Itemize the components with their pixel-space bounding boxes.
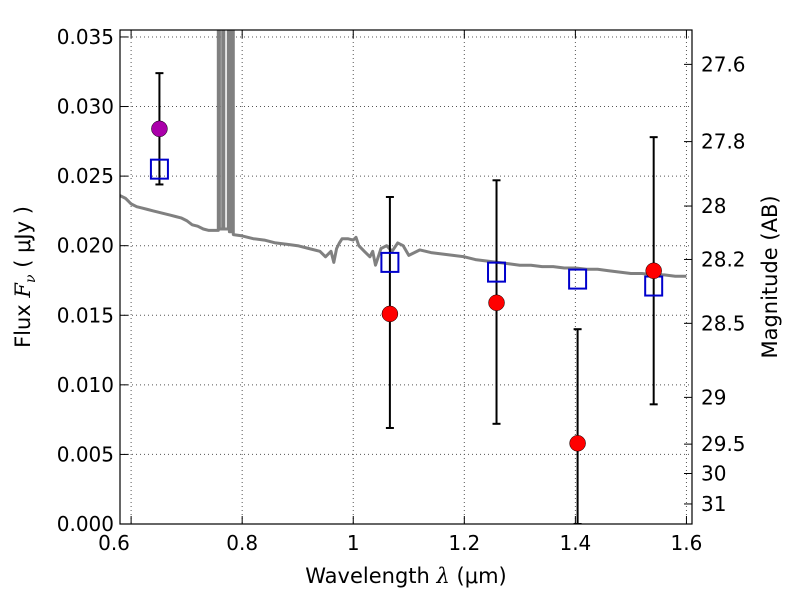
y2-tick-label: 27.6 — [701, 52, 746, 76]
y2-tick-label: 30 — [701, 461, 726, 485]
observed-point — [569, 435, 586, 452]
y-tick-label: 0.000 — [57, 512, 114, 536]
y-tick-label: 0.015 — [57, 303, 114, 327]
x-tick-label: 1 — [347, 531, 360, 555]
optical-point — [151, 120, 168, 138]
x-axis-label: Wavelength λ (μm) — [305, 564, 506, 588]
model-photometry-square — [149, 158, 169, 180]
y2-tick-label: 29 — [701, 385, 726, 409]
model-photometry-square — [487, 261, 507, 283]
observed-point — [645, 262, 662, 279]
y2-tick-label: 31 — [701, 492, 726, 516]
y2-tick-label: 28 — [701, 194, 726, 218]
y2-tick-label: 29.5 — [701, 432, 746, 456]
y-tick-label: 0.005 — [57, 442, 114, 466]
observed-point — [488, 294, 505, 311]
plot-area — [120, 30, 687, 524]
y2-tick-label: 27.8 — [701, 130, 746, 154]
y2-axis-label: Magnitude (AB) — [758, 195, 782, 358]
y-tick-label: 0.035 — [57, 25, 114, 49]
grid — [120, 30, 692, 525]
x-tick-label: 1.4 — [559, 531, 591, 555]
y-tick-label: 0.020 — [57, 234, 114, 258]
x-tick-label: 1.2 — [448, 531, 480, 555]
y-tick-label: 0.010 — [57, 373, 114, 397]
x-tick-label: 0.6 — [98, 531, 130, 555]
plot-frame — [119, 29, 693, 525]
y2-tick-label: 28.2 — [701, 247, 746, 271]
y-tick-label: 0.025 — [57, 164, 114, 188]
model-photometry-square — [380, 251, 400, 273]
model-photometry-square — [568, 268, 588, 290]
x-tick-label: 1.6 — [671, 531, 703, 555]
observed-point — [381, 305, 399, 323]
y-tick-label: 0.030 — [57, 95, 114, 119]
y-axis-label: Flux Fν ( μJy ) — [11, 206, 39, 348]
y2-tick-label: 28.5 — [701, 311, 746, 335]
axis-ticks: 0.8 1 1.2 1.4 1.6 0.60.000 0.005 0.010 0.015 0.02… — [57, 25, 746, 555]
model-sed-line — [120, 30, 687, 278]
x-tick-label: 0.8 — [226, 531, 258, 555]
